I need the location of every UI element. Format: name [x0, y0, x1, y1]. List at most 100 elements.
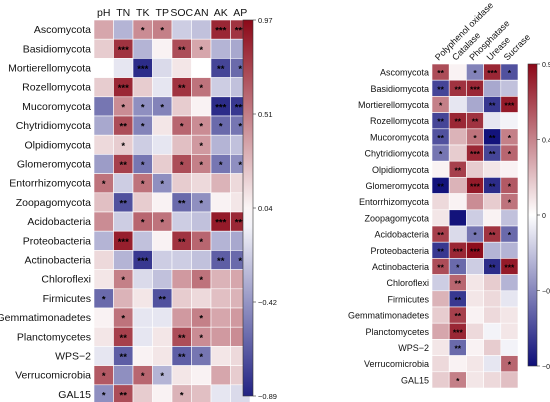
right-cell: [500, 241, 519, 259]
left-cell: [171, 211, 192, 232]
right-colorbar-tick-label: −0.97: [542, 364, 550, 371]
right-cell: [448, 63, 467, 81]
left-row-label: Gemmatimonadetes: [0, 312, 91, 324]
right-cell: [466, 193, 484, 211]
left-significance-star: *: [141, 160, 145, 171]
left-cell: [93, 96, 114, 117]
left-significance-star: *: [199, 83, 203, 94]
left-significance-star: **: [178, 198, 186, 209]
right-cell: [500, 112, 519, 130]
right-significance-star: **: [437, 182, 444, 192]
right-cell: [466, 322, 484, 340]
left-cell: [93, 19, 114, 40]
left-row-label: GAL15: [58, 389, 91, 401]
left-colorbar-tick-label: −0.42: [258, 298, 277, 307]
right-cell: [448, 193, 467, 211]
right-cell: [466, 339, 484, 356]
right-colorbar-tick-label: 0.49: [542, 138, 550, 145]
right-row-label: Firmicutes: [387, 294, 429, 304]
left-row-label: Proteobacteria: [23, 235, 91, 247]
right-cell: [448, 144, 467, 162]
right-significance-star: *: [439, 149, 443, 159]
right-cell: [466, 371, 484, 389]
left-row-label: Mortierellomycota: [8, 63, 91, 75]
left-cell: [191, 365, 212, 386]
right-significance-star: **: [454, 295, 461, 305]
right-cell: [466, 160, 484, 178]
left-cell: [152, 326, 173, 347]
left-significance-star: *: [102, 371, 106, 382]
left-cell: [152, 307, 173, 328]
left-significance-star: *: [160, 179, 164, 190]
left-row-label: Glomeromycota: [17, 159, 91, 171]
right-significance-star: **: [454, 279, 461, 289]
right-cell: [483, 355, 502, 373]
left-cell: [132, 192, 153, 213]
left-significance-star: **: [120, 122, 128, 133]
left-cell: [113, 211, 134, 232]
left-cell: [210, 365, 231, 386]
right-cell: [466, 96, 484, 113]
left-cell: [210, 384, 231, 402]
left-cell: [171, 269, 192, 290]
left-significance-star: *: [219, 160, 223, 171]
left-cell: [191, 384, 212, 402]
right-cell: [431, 339, 450, 356]
left-significance-star: *: [141, 218, 145, 229]
left-cell: [132, 38, 153, 59]
right-cell: [431, 371, 450, 389]
left-cell: [152, 384, 173, 402]
left-cell: [132, 384, 153, 402]
right-colorbar-tick-label: −0.49: [542, 289, 550, 296]
right-significance-star: ***: [470, 182, 481, 192]
left-cell: [93, 115, 114, 136]
left-cell: [93, 307, 114, 328]
left-row-label: Ascomycota: [34, 24, 91, 36]
left-significance-star: **: [120, 352, 128, 363]
right-colorbar-tick-label: 0: [542, 213, 546, 220]
left-cell: [93, 192, 114, 213]
right-row-label: Rozellomycota: [370, 116, 429, 126]
left-significance-star: *: [121, 275, 125, 286]
left-row-label: Verrucomicrobia: [15, 370, 91, 382]
right-cell: [431, 355, 450, 373]
left-significance-star: ***: [118, 237, 129, 248]
right-significance-star: *: [508, 68, 512, 78]
left-cell: [93, 58, 114, 78]
right-significance-star: *: [508, 133, 512, 143]
left-column-label: AP: [233, 7, 247, 19]
left-significance-star: **: [159, 294, 167, 305]
left-cell: [152, 250, 173, 270]
left-significance-star: *: [199, 333, 203, 344]
left-significance-star: *: [160, 218, 164, 229]
left-cell: [191, 19, 212, 40]
left-cell: [152, 134, 173, 155]
left-significance-star: **: [178, 237, 186, 248]
right-cell: [500, 322, 519, 340]
left-cell: [152, 58, 173, 78]
left-significance-star: *: [141, 102, 145, 113]
left-heatmap: Ascomycota Basidiomycota Mortierellomycota…: [0, 7, 277, 402]
left-significance-star: ***: [235, 102, 246, 113]
right-row-label: Entorrhizomycota: [359, 197, 429, 207]
right-cell: [500, 79, 519, 97]
left-cell: [113, 365, 134, 386]
left-cell: [171, 307, 192, 328]
left-colorbar-tick-label: 0.97: [258, 16, 273, 25]
right-cell: [431, 322, 450, 340]
right-significance-star: **: [437, 117, 444, 127]
right-cell: [500, 274, 519, 292]
left-cell: [93, 77, 114, 98]
left-significance-star: ***: [235, 26, 246, 37]
left-significance-star: *: [141, 371, 145, 382]
right-cell: [483, 79, 502, 97]
right-cell: [483, 371, 502, 389]
right-cell: [483, 339, 502, 356]
left-cell: [191, 58, 212, 78]
left-significance-star: *: [199, 198, 203, 209]
right-significance-star: ***: [453, 327, 464, 337]
left-colorbar: [242, 19, 254, 397]
left-cell: [171, 173, 192, 194]
left-significance-star: *: [121, 141, 125, 152]
left-significance-star: *: [199, 275, 203, 286]
